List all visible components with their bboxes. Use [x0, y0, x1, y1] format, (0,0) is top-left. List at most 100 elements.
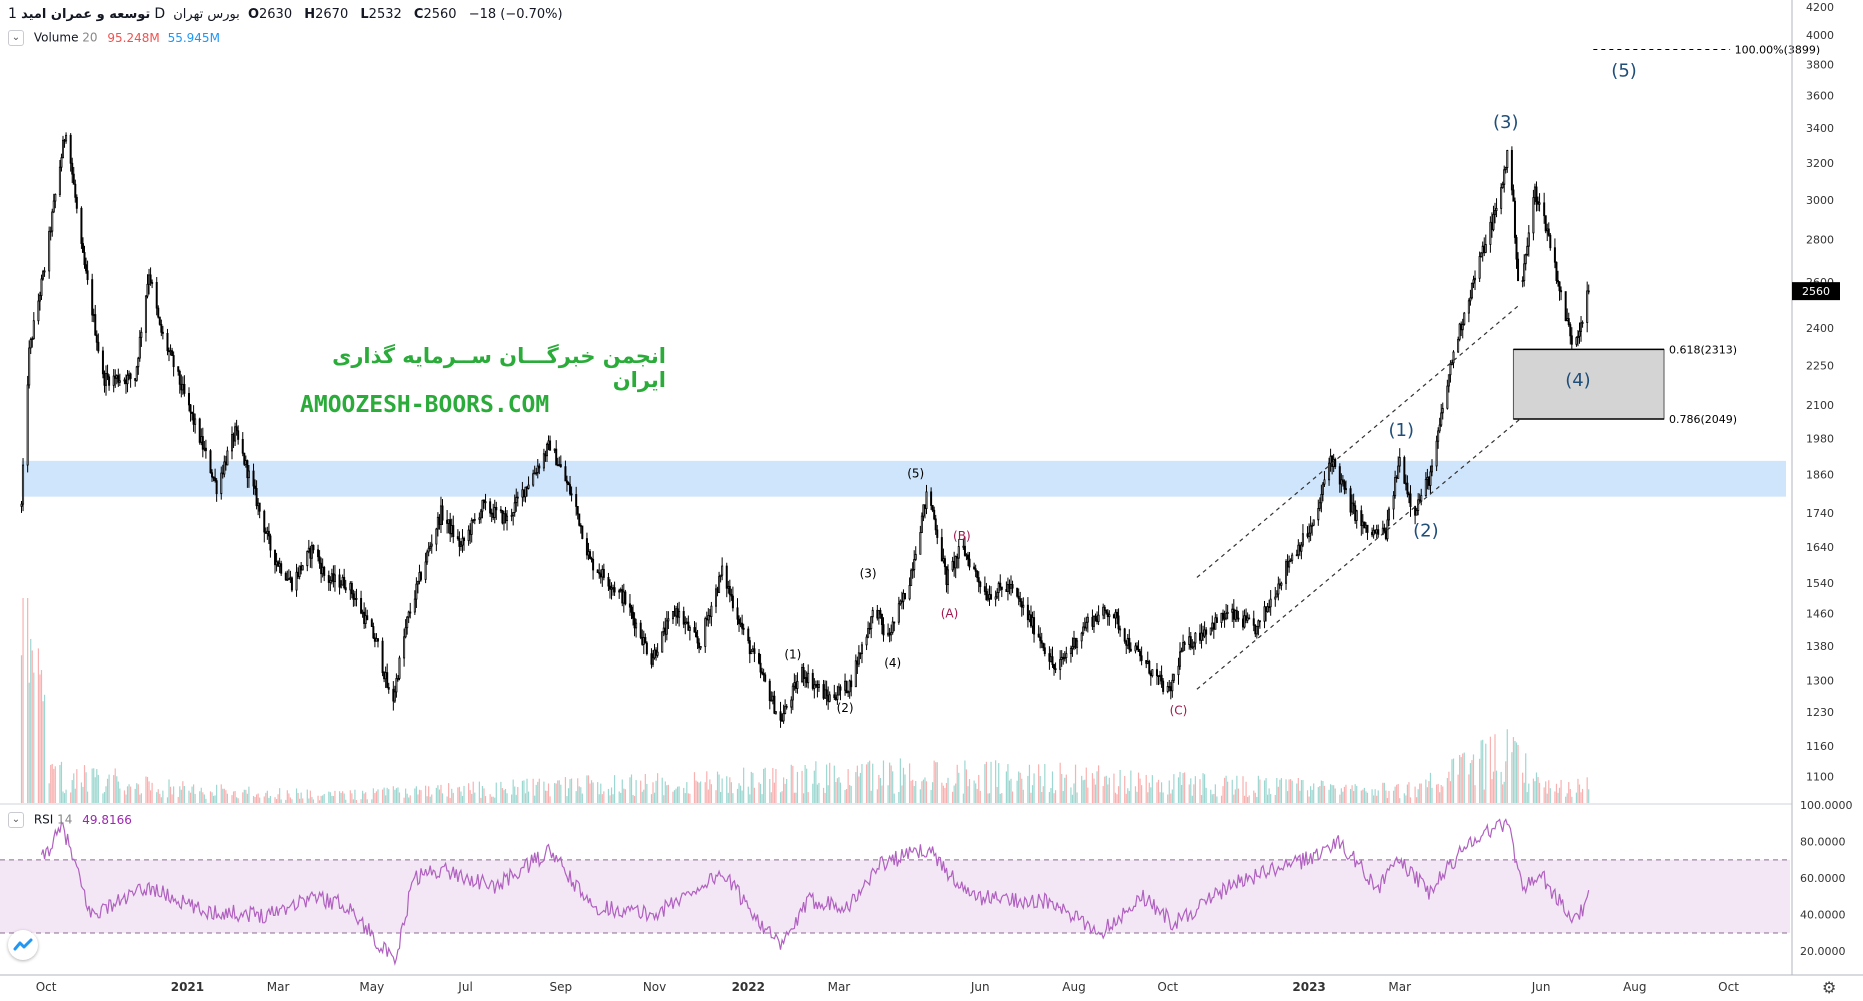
- y-tick-label: 1980: [1806, 433, 1834, 446]
- volume-bar: [1102, 786, 1104, 803]
- tradingview-logo-icon[interactable]: [8, 930, 38, 960]
- candle: [327, 570, 330, 591]
- candle-body: [1000, 586, 1003, 590]
- volume-bar: [108, 774, 110, 803]
- candle: [705, 611, 708, 627]
- candle-body: [1493, 210, 1496, 215]
- candle-body: [559, 464, 562, 468]
- volume-bar: [1054, 790, 1057, 803]
- candle: [707, 608, 710, 627]
- volume-bar: [1526, 792, 1528, 803]
- candle-body: [653, 649, 656, 659]
- candle: [1535, 181, 1538, 212]
- rsi-name[interactable]: RSI: [33, 812, 54, 827]
- candle: [985, 582, 988, 601]
- candle: [363, 602, 366, 629]
- rsi-pane[interactable]: [0, 803, 1792, 966]
- support-zone-rect: [21, 460, 1786, 497]
- candle-body: [1172, 674, 1175, 681]
- candle: [215, 478, 218, 502]
- candle-body: [1006, 583, 1009, 592]
- chevron-down-icon[interactable]: ⌄: [8, 30, 24, 46]
- volume-bar: [1506, 729, 1508, 803]
- gear-icon[interactable]: ⚙: [1822, 978, 1837, 997]
- candle-body: [1008, 583, 1011, 589]
- candle-body: [48, 230, 51, 272]
- candlesticks[interactable]: [20, 132, 1590, 728]
- volume-bar: [323, 793, 325, 803]
- candle: [771, 691, 774, 705]
- candle-body: [1212, 622, 1215, 630]
- candle-body: [698, 642, 701, 649]
- volume-bar: [1139, 778, 1141, 803]
- candle-body: [1040, 640, 1043, 644]
- candle: [1403, 455, 1406, 484]
- candle-body: [1010, 584, 1013, 589]
- candle-body: [160, 323, 163, 333]
- volume-bar: [904, 774, 906, 803]
- candle-body: [258, 502, 261, 512]
- volume-bar: [1039, 775, 1041, 803]
- chevron-down-icon[interactable]: ⌄: [8, 812, 24, 828]
- candle: [1160, 665, 1163, 688]
- candle-body: [794, 682, 797, 689]
- candle: [956, 553, 959, 569]
- volume-bar: [48, 783, 50, 803]
- candle-body: [827, 695, 830, 702]
- candle: [685, 617, 688, 625]
- volume-bar: [27, 598, 29, 803]
- volume-bar: [226, 793, 228, 803]
- volume-bar: [1127, 788, 1129, 803]
- candle: [20, 500, 23, 513]
- candle-body: [986, 597, 989, 601]
- candle-body: [1076, 640, 1079, 648]
- candle: [290, 576, 293, 593]
- volume-bar: [696, 781, 699, 803]
- candle-body: [558, 464, 561, 466]
- candle: [383, 671, 386, 683]
- volume-bar: [460, 791, 462, 803]
- candle-body: [845, 680, 848, 694]
- candle-body: [226, 450, 229, 466]
- candle: [934, 514, 937, 535]
- candle: [1404, 474, 1407, 491]
- volume-bar: [246, 793, 248, 803]
- volume-bar: [458, 786, 461, 803]
- volume-name[interactable]: Volume: [33, 30, 79, 45]
- volume-bar: [1236, 775, 1238, 803]
- candle-body: [320, 562, 323, 575]
- candle-body: [1005, 589, 1008, 592]
- candle: [990, 586, 993, 600]
- candle-body: [1300, 544, 1303, 552]
- candle-body: [811, 672, 814, 689]
- volume-bar: [295, 788, 298, 803]
- volume-bar: [1313, 783, 1315, 803]
- y-tick-label: 3000: [1806, 194, 1834, 207]
- volume-bar: [1202, 773, 1204, 803]
- candle: [1119, 625, 1122, 637]
- volume-bar: [1302, 780, 1304, 803]
- volume-bar: [1374, 789, 1376, 803]
- volume-bar: [1554, 791, 1556, 803]
- volume-bar: [119, 788, 121, 803]
- candle-body: [409, 611, 412, 614]
- x-tick-label: Oct: [36, 980, 57, 994]
- candle-body: [1334, 459, 1337, 468]
- candle: [704, 616, 707, 653]
- volume-bar: [232, 791, 235, 803]
- interval[interactable]: 1D: [8, 6, 166, 22]
- candle: [86, 260, 89, 285]
- volume-bar: [1019, 772, 1021, 803]
- volume-bar: [546, 790, 548, 803]
- candle: [1567, 312, 1570, 327]
- candle: [1106, 609, 1109, 626]
- candle-body: [1028, 614, 1031, 621]
- candle: [1524, 253, 1527, 271]
- volume-bar: [123, 790, 126, 803]
- volume-bar: [355, 799, 358, 803]
- candle-body: [101, 350, 104, 375]
- symbol-name[interactable]: توسعه و عمران امید: [21, 7, 151, 22]
- candle: [718, 571, 721, 593]
